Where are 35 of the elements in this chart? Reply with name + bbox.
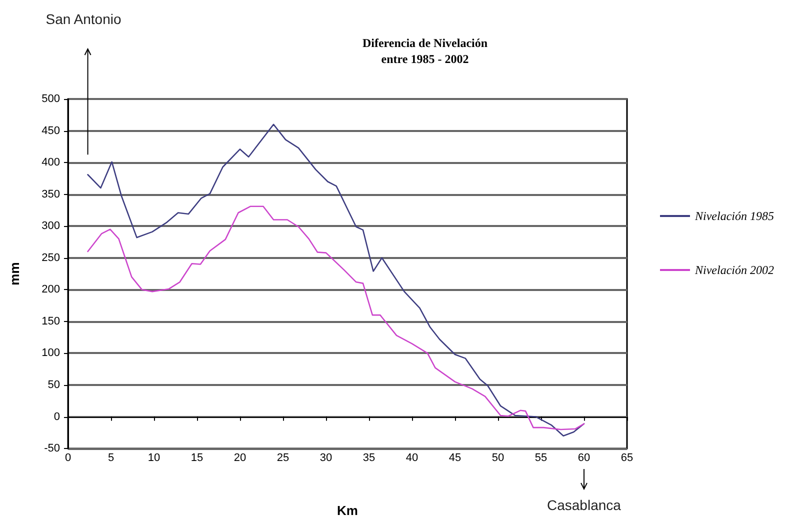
x-tick-label: 30 bbox=[320, 452, 332, 464]
x-tick-label: 45 bbox=[448, 452, 462, 464]
y-tick-label: 150 bbox=[42, 315, 60, 328]
y-tick-label: 50 bbox=[48, 378, 60, 391]
x-tick-label: 65 bbox=[620, 452, 634, 464]
line-series bbox=[87, 206, 585, 430]
legend-label: Nivelación 2002 bbox=[694, 263, 774, 277]
y-axis-title: mm bbox=[7, 262, 22, 286]
y-tick-label: 0 bbox=[54, 410, 60, 423]
x-tick-label: 20 bbox=[234, 452, 246, 464]
y-tick-label: 200 bbox=[42, 284, 60, 296]
x-tick-label: 35 bbox=[362, 452, 376, 464]
x-tick-label: 5 bbox=[108, 452, 114, 464]
line-series bbox=[87, 124, 585, 436]
x-tick-label: 0 bbox=[64, 452, 72, 464]
y-tick-label: 300 bbox=[42, 220, 60, 232]
x-tick-label: 40 bbox=[406, 452, 418, 464]
y-tick-label: 400 bbox=[42, 156, 60, 169]
x-tick-label: 60 bbox=[578, 452, 590, 464]
y-tick-label: -50 bbox=[44, 442, 60, 455]
x-tick-label: 50 bbox=[492, 452, 504, 464]
y-tick-label: 100 bbox=[42, 347, 60, 360]
chart-title: Diferencia de Nivelación entre 1985 - 2002 bbox=[362, 36, 488, 66]
x-tick-label: 55 bbox=[534, 452, 548, 464]
y-tick-label: 350 bbox=[42, 188, 60, 200]
x-tick-label: 15 bbox=[190, 452, 204, 464]
x-axis-title: Km bbox=[337, 503, 358, 518]
y-tick-label: 250 bbox=[42, 252, 60, 264]
y-tick-label: 500 bbox=[42, 93, 60, 105]
text: San Antonio bbox=[46, 11, 122, 27]
x-tick-label: 10 bbox=[148, 452, 160, 464]
y-tick-label: 450 bbox=[42, 124, 60, 137]
text: Casablanca bbox=[547, 497, 621, 513]
x-tick-label: 25 bbox=[276, 452, 290, 464]
legend-label: Nivelación 1985 bbox=[694, 209, 774, 223]
